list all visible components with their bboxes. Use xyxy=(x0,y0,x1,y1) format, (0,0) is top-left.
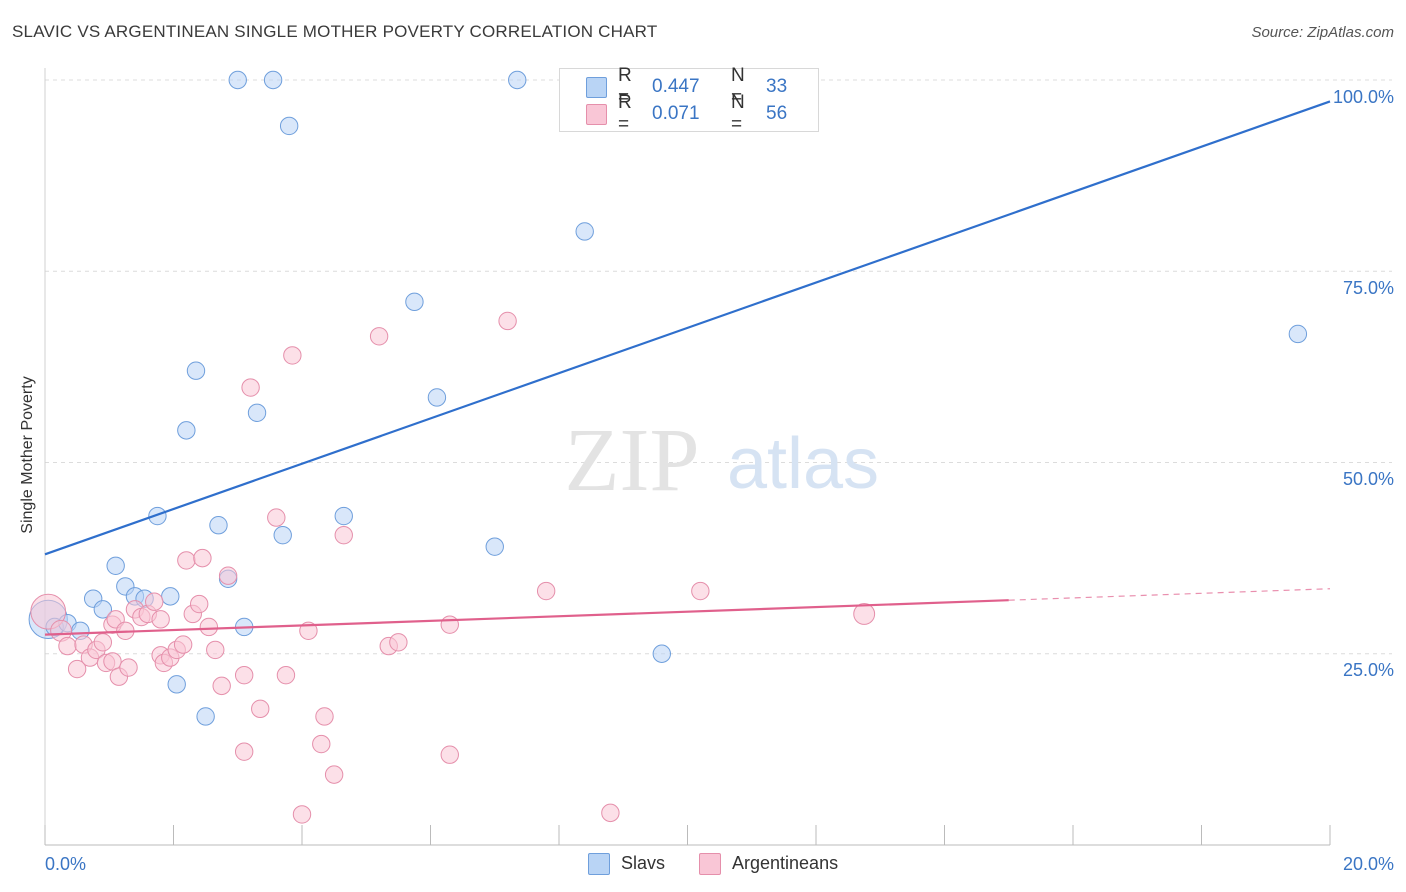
y-tick-label-1: 50.0% xyxy=(1343,469,1394,489)
point-slavs-29 xyxy=(575,222,594,241)
legend-r-label: R = xyxy=(618,92,632,135)
point-argentineans-44 xyxy=(324,765,344,784)
point-slavs-25 xyxy=(405,292,424,312)
point-argentineans-2 xyxy=(58,636,77,656)
point-slavs-27 xyxy=(485,537,504,556)
point-slavs-14 xyxy=(186,361,206,380)
point-slavs-10 xyxy=(148,506,167,526)
legend-r-value-argentineans: 0.071 xyxy=(652,103,700,124)
point-argentineans-24 xyxy=(173,635,193,654)
point-argentineans-29 xyxy=(199,617,219,637)
legend-n-label: N = xyxy=(731,92,745,135)
x-tick-label-0: 0.0% xyxy=(45,854,86,874)
point-argentineans-51 xyxy=(498,311,517,331)
x-tick-label-1: 20.0% xyxy=(1343,854,1394,874)
point-slavs-11 xyxy=(161,587,180,606)
point-argentineans-34 xyxy=(234,742,254,761)
point-argentineans-0 xyxy=(30,593,67,630)
point-slavs-31 xyxy=(652,644,671,663)
point-argentineans-38 xyxy=(276,665,296,685)
trendline-slavs xyxy=(44,100,1331,556)
point-argentineans-50 xyxy=(440,615,459,634)
legend-swatch-argentineans xyxy=(586,104,607,125)
point-slavs-18 xyxy=(228,70,247,90)
point-argentineans-25 xyxy=(177,551,196,570)
point-argentineans-33 xyxy=(234,665,254,685)
chart-title: SLAVIC VS ARGENTINEAN SINGLE MOTHER POVE… xyxy=(12,22,658,41)
bottom-legend-label-slavs: Slavs xyxy=(621,853,666,873)
point-argentineans-54 xyxy=(691,581,710,601)
stats-legend: R = 0.447 N = 33 R = 0.071 N = 56 xyxy=(559,65,819,135)
bottom-legend-swatch-argentineans xyxy=(699,853,721,875)
point-slavs-21 xyxy=(263,70,283,90)
point-argentineans-31 xyxy=(212,676,231,696)
point-slavs-26 xyxy=(427,388,447,407)
point-slavs-13 xyxy=(177,421,196,440)
trendline-argentineans xyxy=(44,599,1009,636)
point-argentineans-53 xyxy=(601,803,620,823)
watermark-atlas: atlas xyxy=(727,424,879,504)
point-slavs-28 xyxy=(508,70,527,90)
point-slavs-32 xyxy=(1288,324,1308,344)
bottom-legend-swatch-slavs xyxy=(588,853,610,875)
point-argentineans-43 xyxy=(312,734,331,754)
trendline-dashed-argentineans xyxy=(1008,588,1331,601)
y-tick-label-3: 100.0% xyxy=(1333,87,1394,107)
point-argentineans-27 xyxy=(190,594,209,614)
legend-swatch-slavs xyxy=(586,77,607,98)
point-argentineans-39 xyxy=(283,346,302,365)
point-argentineans-28 xyxy=(193,548,212,568)
point-argentineans-14 xyxy=(119,658,138,677)
point-argentineans-32 xyxy=(218,566,238,585)
point-argentineans-45 xyxy=(334,525,353,545)
point-argentineans-46 xyxy=(369,327,389,346)
point-argentineans-30 xyxy=(206,640,225,660)
point-argentineans-37 xyxy=(267,508,286,527)
point-argentineans-40 xyxy=(292,805,312,824)
point-argentineans-18 xyxy=(145,592,164,611)
point-argentineans-55 xyxy=(853,603,876,625)
point-argentineans-52 xyxy=(536,581,556,601)
point-argentineans-49 xyxy=(440,745,459,764)
point-slavs-24 xyxy=(334,506,353,526)
point-slavs-23 xyxy=(273,525,292,545)
bottom-legend-label-argentineans: Argentineans xyxy=(732,853,839,873)
point-argentineans-48 xyxy=(389,633,408,652)
point-slavs-15 xyxy=(196,707,215,726)
legend-r-label: R = xyxy=(618,65,632,108)
point-slavs-20 xyxy=(247,403,267,422)
point-slavs-16 xyxy=(209,516,228,535)
point-argentineans-36 xyxy=(251,699,270,719)
legend-n-value-slavs: 33 xyxy=(766,76,788,97)
point-argentineans-3 xyxy=(67,659,87,679)
legend-r-value-slavs: 0.447 xyxy=(652,76,700,97)
point-argentineans-9 xyxy=(103,652,122,671)
point-argentineans-19 xyxy=(151,610,170,629)
y-tick-label-0: 25.0% xyxy=(1343,660,1394,680)
point-slavs-6 xyxy=(106,556,125,575)
point-slavs-22 xyxy=(279,116,299,136)
y-tick-label-2: 75.0% xyxy=(1343,278,1394,298)
point-argentineans-42 xyxy=(315,707,334,726)
chart-source: Source: ZipAtlas.com xyxy=(1251,24,1394,41)
point-slavs-12 xyxy=(167,675,186,694)
legend-n-label: N = xyxy=(731,65,745,108)
point-slavs-5 xyxy=(93,600,113,619)
point-argentineans-35 xyxy=(241,378,260,397)
legend-n-value-argentineans: 56 xyxy=(766,103,788,124)
point-argentineans-7 xyxy=(93,633,113,652)
watermark-zip: ZIP xyxy=(565,411,700,510)
